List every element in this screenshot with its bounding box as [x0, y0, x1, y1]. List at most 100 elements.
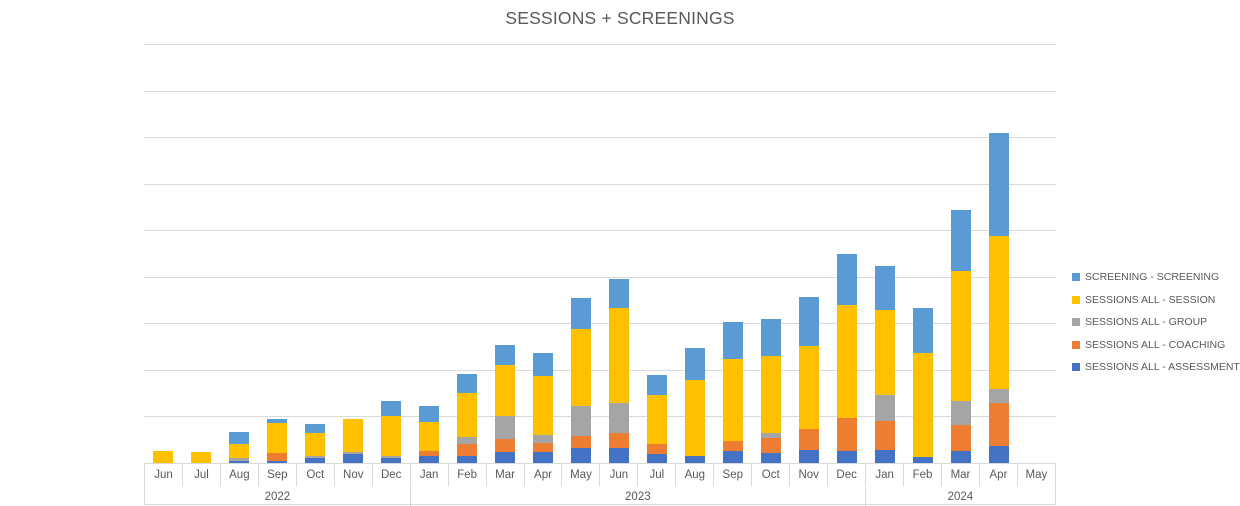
bar-segment[interactable] — [571, 436, 591, 449]
bar-segment[interactable] — [989, 235, 1009, 389]
bar-segment[interactable] — [191, 451, 211, 463]
bar-segment[interactable] — [799, 429, 819, 450]
bar-stack[interactable] — [913, 307, 933, 463]
bar-stack[interactable] — [799, 297, 819, 463]
bar-segment[interactable] — [571, 328, 591, 407]
bar-segment[interactable] — [533, 353, 553, 377]
bar-segment[interactable] — [495, 451, 515, 463]
bar-segment[interactable] — [875, 449, 895, 463]
bar-column[interactable] — [524, 44, 562, 463]
bar-segment[interactable] — [685, 380, 705, 456]
bar-segment[interactable] — [685, 455, 705, 463]
bar-segment[interactable] — [381, 455, 401, 459]
bar-segment[interactable] — [951, 209, 971, 272]
bar-stack[interactable] — [495, 344, 515, 463]
bar-column[interactable] — [296, 44, 334, 463]
bar-segment[interactable] — [229, 461, 249, 463]
bar-segment[interactable] — [533, 442, 553, 452]
bar-segment[interactable] — [799, 449, 819, 463]
bar-stack[interactable] — [951, 209, 971, 463]
bar-segment[interactable] — [495, 365, 515, 416]
bar-segment[interactable] — [533, 451, 553, 463]
bar-segment[interactable] — [799, 297, 819, 346]
bar-segment[interactable] — [609, 433, 629, 449]
bar-segment[interactable] — [685, 347, 705, 381]
bar-segment[interactable] — [837, 418, 857, 451]
bar-stack[interactable] — [647, 374, 667, 463]
bar-segment[interactable] — [457, 444, 477, 456]
bar-segment[interactable] — [761, 452, 781, 463]
bar-column[interactable] — [372, 44, 410, 463]
bar-segment[interactable] — [153, 450, 173, 463]
bar-column[interactable] — [144, 44, 182, 463]
bar-column[interactable] — [334, 44, 372, 463]
bar-column[interactable] — [410, 44, 448, 463]
bar-segment[interactable] — [229, 458, 249, 462]
bar-segment[interactable] — [381, 458, 401, 463]
bar-column[interactable] — [714, 44, 752, 463]
bar-segment[interactable] — [343, 451, 363, 454]
legend-item[interactable]: SESSIONS ALL - GROUP — [1072, 311, 1237, 334]
bar-segment[interactable] — [799, 345, 819, 430]
bar-segment[interactable] — [989, 403, 1009, 447]
bar-segment[interactable] — [609, 402, 629, 434]
bar-segment[interactable] — [495, 415, 515, 439]
bar-segment[interactable] — [913, 457, 933, 463]
bar-segment[interactable] — [951, 271, 971, 401]
bar-segment[interactable] — [229, 432, 249, 445]
bar-segment[interactable] — [647, 395, 667, 445]
bar-stack[interactable] — [571, 298, 591, 463]
bar-stack[interactable] — [723, 321, 743, 463]
bar-segment[interactable] — [419, 406, 439, 423]
bar-segment[interactable] — [267, 419, 287, 423]
bar-column[interactable] — [942, 44, 980, 463]
bar-stack[interactable] — [381, 400, 401, 463]
bar-stack[interactable] — [229, 432, 249, 463]
bar-segment[interactable] — [761, 318, 781, 356]
bar-segment[interactable] — [951, 424, 971, 451]
bar-segment[interactable] — [457, 436, 477, 445]
bar-segment[interactable] — [457, 393, 477, 437]
bar-segment[interactable] — [305, 423, 325, 434]
bar-segment[interactable] — [571, 298, 591, 329]
bar-segment[interactable] — [875, 421, 895, 450]
bar-segment[interactable] — [457, 455, 477, 463]
bar-segment[interactable] — [951, 450, 971, 463]
bar-segment[interactable] — [609, 278, 629, 309]
bar-stack[interactable] — [533, 353, 553, 463]
bar-segment[interactable] — [647, 453, 667, 463]
bar-segment[interactable] — [989, 133, 1009, 236]
bar-stack[interactable] — [191, 451, 211, 463]
bar-segment[interactable] — [837, 304, 857, 419]
bar-stack[interactable] — [875, 265, 895, 463]
bar-column[interactable] — [1018, 44, 1056, 463]
bar-segment[interactable] — [419, 456, 439, 463]
bar-segment[interactable] — [913, 307, 933, 354]
bar-segment[interactable] — [343, 419, 363, 452]
bar-stack[interactable] — [457, 373, 477, 463]
bar-stack[interactable] — [153, 450, 173, 463]
bar-segment[interactable] — [875, 265, 895, 311]
bar-column[interactable] — [638, 44, 676, 463]
bar-segment[interactable] — [267, 422, 287, 453]
bar-stack[interactable] — [343, 419, 363, 463]
bar-segment[interactable] — [761, 355, 781, 434]
legend-item[interactable]: SESSIONS ALL - COACHING — [1072, 334, 1237, 357]
bar-column[interactable] — [182, 44, 220, 463]
bar-segment[interactable] — [457, 373, 477, 394]
bar-column[interactable] — [676, 44, 714, 463]
bar-segment[interactable] — [381, 400, 401, 416]
bar-segment[interactable] — [381, 415, 401, 456]
bar-stack[interactable] — [989, 133, 1009, 463]
bar-segment[interactable] — [305, 458, 325, 463]
bar-column[interactable] — [258, 44, 296, 463]
bar-segment[interactable] — [837, 450, 857, 463]
bar-stack[interactable] — [609, 278, 629, 463]
bar-segment[interactable] — [533, 376, 553, 436]
bar-segment[interactable] — [837, 253, 857, 305]
bar-segment[interactable] — [571, 448, 591, 463]
bar-segment[interactable] — [761, 437, 781, 453]
bar-segment[interactable] — [989, 446, 1009, 463]
bar-segment[interactable] — [495, 344, 515, 366]
bar-segment[interactable] — [647, 374, 667, 396]
